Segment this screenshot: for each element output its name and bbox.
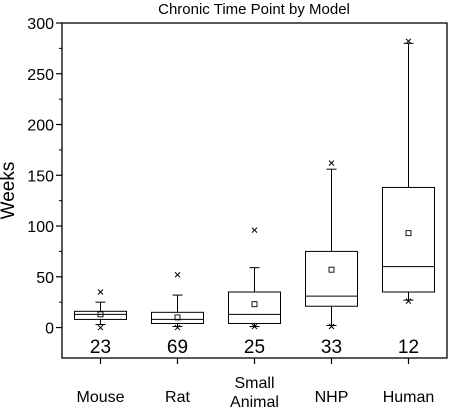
min-marker: [251, 323, 258, 330]
iqr-box: [228, 291, 281, 324]
x-tick-label: Human: [383, 389, 435, 406]
iqr-box: [305, 250, 358, 307]
box-series: 23 69 25 33 12: [74, 38, 435, 358]
iqr-box: [151, 311, 204, 324]
chart-title: Chronic Time Point by Model: [158, 1, 350, 18]
max-marker: [405, 38, 412, 45]
sample-count-label: 25: [244, 337, 265, 358]
box-rat: 69: [151, 271, 204, 358]
x-tick-label: Small: [234, 375, 274, 392]
mean-marker: [97, 311, 104, 318]
y-tick-label: 300: [27, 16, 54, 33]
x-tick-label: Rat: [165, 389, 190, 406]
mean-marker: [405, 230, 412, 237]
iqr-box: [74, 310, 127, 320]
sample-count-label: 69: [167, 337, 188, 358]
iqr-box: [382, 186, 435, 293]
plot-area-frame: [61, 22, 448, 359]
box-small-animal: 25: [228, 227, 281, 358]
max-marker: [174, 271, 181, 278]
y-axis-label: Weeks: [0, 162, 19, 220]
x-tick-label: Animal: [230, 394, 279, 411]
mean-marker: [174, 314, 181, 321]
y-tick-label: 250: [27, 67, 54, 84]
max-marker: [328, 160, 335, 166]
max-marker: [251, 227, 258, 233]
mean-marker: [251, 301, 258, 308]
mean-marker: [328, 266, 335, 273]
x-axis: Mouse Rat Small Animal NHP Human: [76, 358, 434, 411]
min-marker: [328, 323, 335, 330]
box-mouse: 23: [74, 289, 127, 358]
sample-count-label: 12: [398, 337, 419, 358]
y-tick-label: 0: [45, 321, 54, 338]
sample-count-label: 33: [321, 337, 342, 358]
box-nhp: 33: [305, 160, 358, 358]
y-tick-label: 200: [27, 118, 54, 135]
sample-count-label: 23: [90, 337, 111, 358]
min-marker: [97, 324, 104, 331]
box-human: 12: [382, 38, 435, 358]
min-marker: [174, 324, 181, 331]
max-marker: [97, 289, 104, 295]
x-tick-label: Mouse: [76, 389, 124, 406]
min-marker: [405, 298, 412, 305]
y-tick-label: 150: [27, 168, 54, 185]
y-tick-label: 100: [27, 219, 54, 236]
y-tick-label: 50: [36, 270, 54, 287]
x-tick-label: NHP: [315, 389, 349, 406]
y-axis: 0 50 100 150 200 250 300: [27, 16, 62, 338]
